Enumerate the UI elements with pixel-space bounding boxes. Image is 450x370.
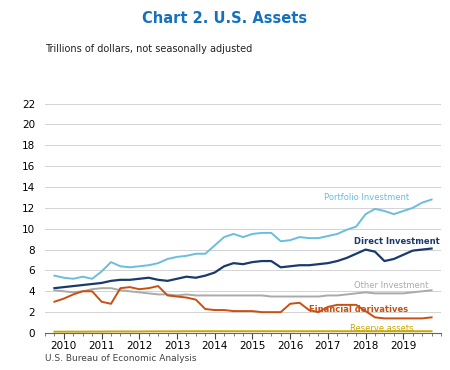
Text: Chart 2. U.S. Assets: Chart 2. U.S. Assets (143, 11, 307, 26)
Text: U.S. Bureau of Economic Analysis: U.S. Bureau of Economic Analysis (45, 354, 197, 363)
Text: Portfolio Investment: Portfolio Investment (324, 193, 409, 202)
Text: Direct Investment: Direct Investment (354, 237, 440, 246)
Text: Trillions of dollars, not seasonally adjusted: Trillions of dollars, not seasonally adj… (45, 44, 252, 54)
Text: Financial derivatives: Financial derivatives (309, 305, 408, 313)
Text: Reserve assets: Reserve assets (351, 324, 414, 333)
Text: Other Investment: Other Investment (354, 280, 429, 290)
